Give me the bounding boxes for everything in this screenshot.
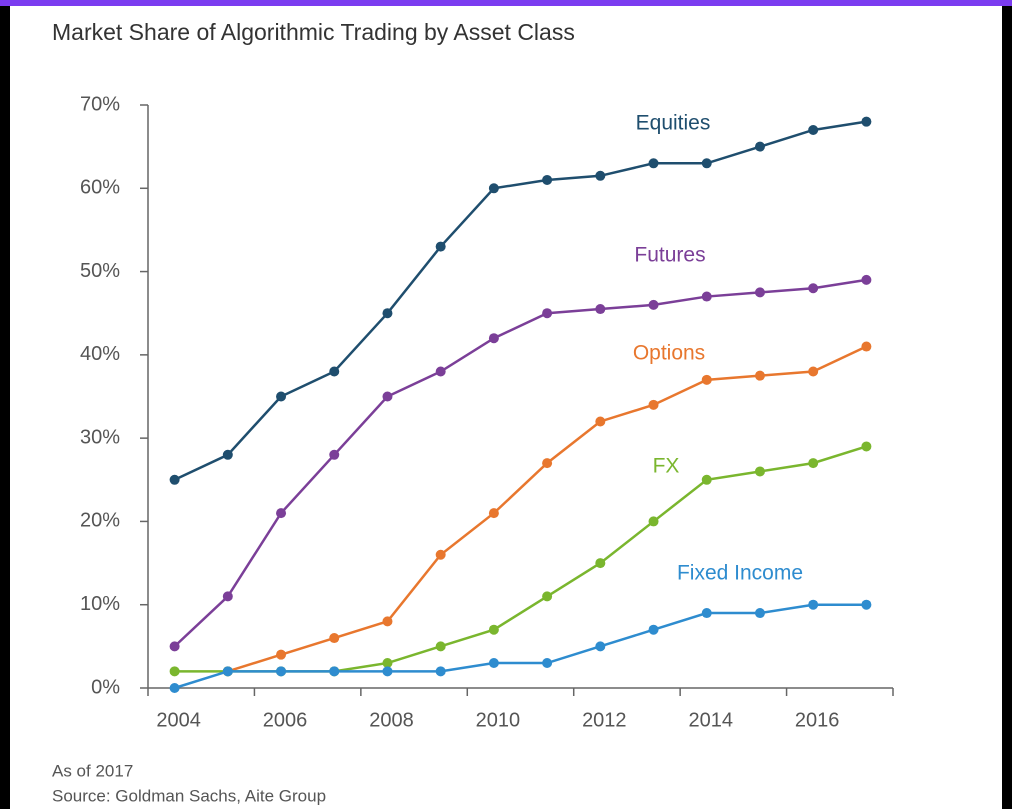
data-point (435, 549, 446, 560)
data-point (701, 608, 712, 619)
data-point (488, 183, 499, 194)
data-point (861, 116, 872, 127)
data-point (382, 616, 393, 627)
data-point (488, 333, 499, 344)
x-tick-label: 2016 (795, 709, 840, 731)
data-point (701, 158, 712, 169)
data-point (701, 374, 712, 385)
series-label: Options (633, 342, 705, 365)
data-point (382, 658, 393, 669)
data-point (169, 666, 180, 677)
footnote: As of 2017 (52, 761, 133, 780)
data-point (595, 558, 606, 569)
data-point (542, 174, 553, 185)
data-point (435, 666, 446, 677)
data-point (595, 641, 606, 652)
data-point (329, 449, 340, 460)
data-point (222, 666, 233, 677)
data-point (222, 591, 233, 602)
x-tick-label: 2008 (369, 709, 414, 731)
data-point (754, 370, 765, 381)
data-point (861, 341, 872, 352)
data-point (276, 666, 287, 677)
data-point (329, 366, 340, 377)
x-tick-label: 2010 (476, 709, 521, 731)
data-point (488, 508, 499, 519)
y-tick-label: 20% (80, 510, 120, 532)
y-tick-label: 50% (80, 260, 120, 282)
data-point (861, 274, 872, 285)
data-point (488, 624, 499, 635)
data-point (382, 308, 393, 319)
data-point (648, 516, 659, 527)
series-label: Fixed Income (677, 562, 803, 585)
data-point (169, 474, 180, 485)
data-point (808, 366, 819, 377)
data-point (169, 683, 180, 693)
data-point (701, 291, 712, 302)
x-tick-label: 2014 (689, 709, 734, 731)
data-point (701, 474, 712, 485)
data-point (542, 458, 553, 469)
data-point (435, 241, 446, 252)
x-tick-label: 2004 (156, 709, 201, 731)
data-point (329, 633, 340, 644)
y-tick-label: 10% (80, 593, 120, 615)
series-line (173, 278, 867, 648)
data-point (808, 124, 819, 135)
data-point (169, 641, 180, 652)
series-label: FX (653, 455, 680, 478)
series-label: Equities (636, 112, 711, 135)
data-point (488, 658, 499, 669)
data-point (595, 304, 606, 315)
y-tick-label: 40% (80, 343, 120, 365)
data-point (329, 666, 340, 677)
data-point (808, 599, 819, 610)
data-point (382, 391, 393, 402)
x-tick-label: 2012 (582, 709, 627, 731)
y-tick-label: 60% (80, 177, 120, 199)
data-point (648, 158, 659, 169)
series-label: Futures (634, 244, 705, 267)
y-tick-label: 70% (80, 93, 120, 115)
data-point (648, 624, 659, 635)
data-point (648, 399, 659, 410)
data-point (754, 287, 765, 298)
data-point (648, 299, 659, 310)
data-point (754, 466, 765, 477)
data-point (382, 666, 393, 677)
top-border (0, 0, 1012, 6)
series-line (174, 603, 867, 690)
data-point (276, 508, 287, 519)
data-point (861, 599, 872, 610)
data-point (595, 416, 606, 427)
data-point (754, 141, 765, 152)
y-tick-label: 30% (80, 426, 120, 448)
data-point (435, 641, 446, 652)
data-point (542, 308, 553, 319)
y-tick-label: 0% (91, 676, 120, 698)
data-point (808, 458, 819, 469)
data-point (276, 649, 287, 660)
data-point (542, 658, 553, 669)
data-point (754, 608, 765, 619)
x-tick-label: 2006 (263, 709, 308, 731)
data-point (542, 591, 553, 602)
data-point (435, 366, 446, 377)
source-note: Source: Goldman Sachs, Aite Group (52, 786, 326, 805)
chart-title: Market Share of Algorithmic Trading by A… (52, 19, 575, 45)
data-point (595, 170, 606, 181)
data-point (276, 391, 287, 402)
series-line (174, 120, 867, 481)
data-point (808, 283, 819, 294)
data-point (861, 441, 872, 452)
data-point (222, 449, 233, 460)
